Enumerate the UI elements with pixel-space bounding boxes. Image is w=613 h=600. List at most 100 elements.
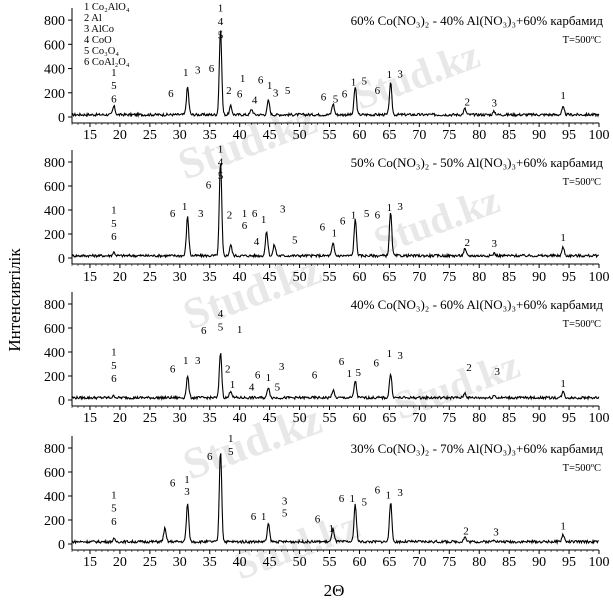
- peak-phase-label: 5: [361, 75, 367, 87]
- x-tick-label: 35: [203, 128, 217, 143]
- y-tick-label: 0: [58, 252, 65, 267]
- x-tick-label: 70: [412, 555, 426, 570]
- peak-phase-label: 1: [111, 489, 117, 501]
- y-tick-label: 0: [58, 538, 65, 553]
- peak-phase-label: 1: [182, 201, 188, 213]
- x-tick-label: 50: [293, 555, 307, 570]
- peak-phase-label: 1: [228, 433, 234, 445]
- panel-temperature: T=500ºC: [563, 463, 601, 474]
- y-tick-label: 200: [44, 370, 65, 385]
- y-tick-label: 200: [44, 228, 65, 243]
- x-tick-label: 65: [382, 411, 396, 426]
- x-tick-label: 65: [382, 128, 396, 143]
- x-tick-label: 85: [502, 411, 516, 426]
- peak-phase-label: 5: [218, 321, 224, 333]
- legend-item: 4 CoO: [84, 35, 112, 46]
- x-tick-label: 15: [83, 555, 97, 570]
- y-tick-label: 400: [44, 204, 65, 219]
- x-tick-label: 100: [589, 270, 610, 285]
- peak-phase-label: 3: [198, 208, 204, 220]
- peak-phase-label: 6: [170, 363, 176, 375]
- peak-phase-label: 1: [261, 511, 267, 523]
- x-tick-label: 35: [203, 555, 217, 570]
- legend-item: 2 Al: [84, 13, 102, 24]
- peak-phase-label: 1: [111, 205, 117, 217]
- peak-phase-label: 1: [350, 493, 356, 505]
- x-tick-label: 30: [173, 270, 187, 285]
- x-tick-label: 15: [83, 128, 97, 143]
- x-tick-label: 80: [472, 555, 486, 570]
- peak-phase-label: 3: [397, 201, 403, 213]
- x-tick-label: 70: [412, 411, 426, 426]
- x-tick-label: 40: [233, 270, 247, 285]
- peak-phase-label: 5: [228, 446, 234, 458]
- watermark-text-7: Stud.kz: [228, 502, 366, 589]
- peak-phase-label: 3: [195, 64, 201, 76]
- peak-phase-label: 6: [258, 75, 264, 87]
- x-tick-label: 20: [113, 411, 127, 426]
- y-tick-label: 600: [44, 466, 65, 481]
- peak-phase-label: 3: [273, 87, 279, 99]
- peak-phase-label: 6: [111, 516, 117, 528]
- peak-phase-label: 3: [282, 495, 288, 507]
- legend-item: 5 Co₃O₄: [84, 46, 119, 57]
- peak-phase-label: 1: [385, 489, 391, 501]
- peak-phase-label: 3: [279, 361, 285, 373]
- y-tick-label: 600: [44, 180, 65, 195]
- x-tick-label: 60: [352, 270, 366, 285]
- x-tick-label: 40: [233, 411, 247, 426]
- peak-phase-label: 1: [183, 67, 189, 79]
- peak-phase-label: 3: [397, 487, 403, 499]
- peak-phase-label: 3: [493, 527, 499, 539]
- peak-phase-label: 6: [237, 89, 243, 101]
- x-tick-label: 80: [472, 128, 486, 143]
- peak-phase-label: 5: [218, 29, 224, 41]
- peak-phase-label: 4: [218, 308, 224, 320]
- x-tick-label: 30: [173, 128, 187, 143]
- peak-phase-label: 5: [364, 208, 370, 220]
- x-tick-label: 95: [562, 411, 576, 426]
- x-tick-label: 80: [472, 411, 486, 426]
- x-tick-label: 55: [323, 555, 337, 570]
- x-tick-label: 25: [143, 128, 157, 143]
- peak-phase-label: 2: [225, 363, 231, 375]
- y-tick-label: 600: [44, 38, 65, 53]
- x-tick-label: 40: [233, 128, 247, 143]
- peak-phase-label: 5: [282, 507, 288, 519]
- x-tick-label: 100: [589, 411, 610, 426]
- x-tick-label: 70: [412, 270, 426, 285]
- panel-title: 40% Co(NO₃)₂ - 60% Al(NO₃)₃+60% карбамид: [351, 297, 604, 312]
- x-tick-label: 35: [203, 270, 217, 285]
- peak-phase-label: 6: [111, 93, 117, 105]
- x-tick-label: 90: [532, 270, 546, 285]
- watermark-text-5: Stud.kz: [177, 394, 328, 489]
- x-tick-label: 90: [532, 555, 546, 570]
- peak-phase-label: 4: [252, 95, 258, 107]
- peak-phase-label: 6: [339, 493, 345, 505]
- x-tick-label: 95: [562, 270, 576, 285]
- x-tick-label: 75: [442, 411, 456, 426]
- peak-phase-label: 5: [361, 497, 367, 509]
- x-tick-label: 90: [532, 128, 546, 143]
- peak-phase-label: 3: [397, 69, 403, 81]
- peak-phase-label: 4: [254, 236, 260, 248]
- panel-temperature: T=500ºC: [563, 319, 601, 330]
- peak-phase-label: 5: [111, 360, 117, 372]
- peak-phase-label: 5: [111, 218, 117, 230]
- peak-phase-label: 2: [465, 96, 471, 108]
- x-tick-label: 20: [113, 270, 127, 285]
- x-tick-label: 50: [293, 411, 307, 426]
- x-tick-label: 75: [442, 270, 456, 285]
- peak-phase-label: 6: [255, 369, 261, 381]
- x-tick-label: 60: [352, 128, 366, 143]
- y-tick-label: 600: [44, 322, 65, 337]
- peak-phase-label: 3: [397, 350, 403, 362]
- y-tick-label: 400: [44, 63, 65, 78]
- panel-title: 30% Co(NO₃)₂ - 70% Al(NO₃)₃+60% карбамид: [351, 441, 604, 456]
- peak-phase-label: 1: [240, 73, 246, 85]
- x-tick-label: 45: [263, 128, 277, 143]
